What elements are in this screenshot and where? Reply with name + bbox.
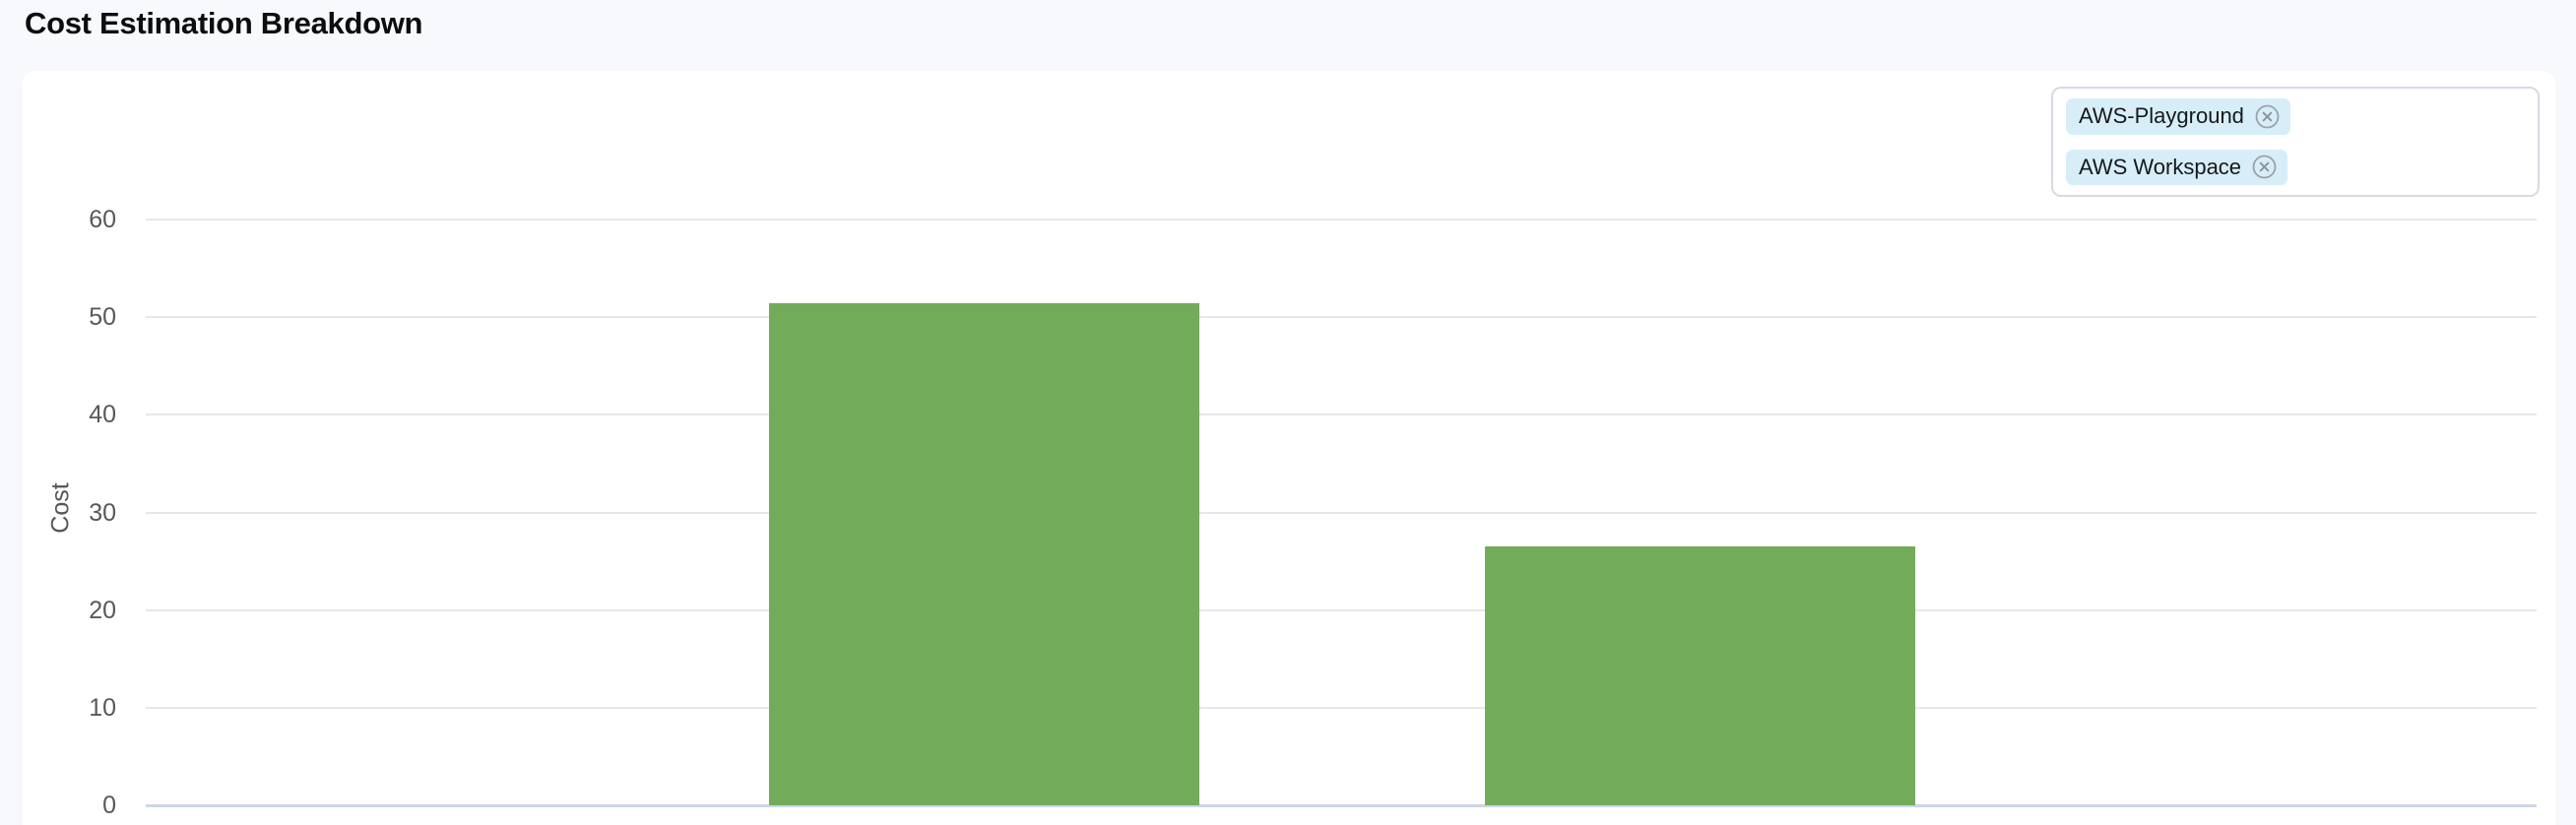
legend-chip-label: AWS Workspace (2079, 154, 2242, 179)
y-tick-label-20: 20 (89, 596, 116, 624)
bar-AWS Workspace[interactable] (1484, 546, 1915, 805)
gridline-y-50 (146, 316, 2537, 319)
y-tick-label-10: 10 (89, 693, 116, 722)
chart-card: AWS-Playground AWS Workspace Cost 0 10 20 3… (22, 71, 2556, 825)
y-tick-label-30: 30 (89, 498, 116, 527)
y-tick-label-50: 50 (89, 303, 116, 332)
cost-chart-plot-area: Cost 0 10 20 30 40 50 60 (47, 206, 2537, 819)
gridline-y-60 (146, 219, 2537, 221)
circle-x-icon[interactable] (2252, 155, 2277, 179)
x-axis-line (146, 804, 2537, 807)
y-tick-label-60: 60 (89, 206, 116, 233)
legend-chip-label: AWS-Playground (2079, 103, 2244, 129)
y-tick-label-40: 40 (89, 401, 116, 429)
gridline-y-10 (146, 706, 2537, 709)
circle-x-icon[interactable] (2255, 104, 2280, 129)
bar-AWS-Playground[interactable] (768, 303, 1199, 805)
y-tick-label-0: 0 (102, 792, 116, 819)
gridline-y-30 (146, 511, 2537, 514)
gridline-y-40 (146, 413, 2537, 416)
legend-filter-box: AWS-Playground AWS Workspace (2051, 87, 2540, 197)
legend-chip-aws-playground[interactable]: AWS-Playground (2066, 98, 2290, 135)
legend-chip-aws-workspace[interactable]: AWS Workspace (2066, 149, 2288, 185)
page-title: Cost Estimation Breakdown (25, 6, 423, 40)
gridline-y-20 (146, 608, 2537, 611)
